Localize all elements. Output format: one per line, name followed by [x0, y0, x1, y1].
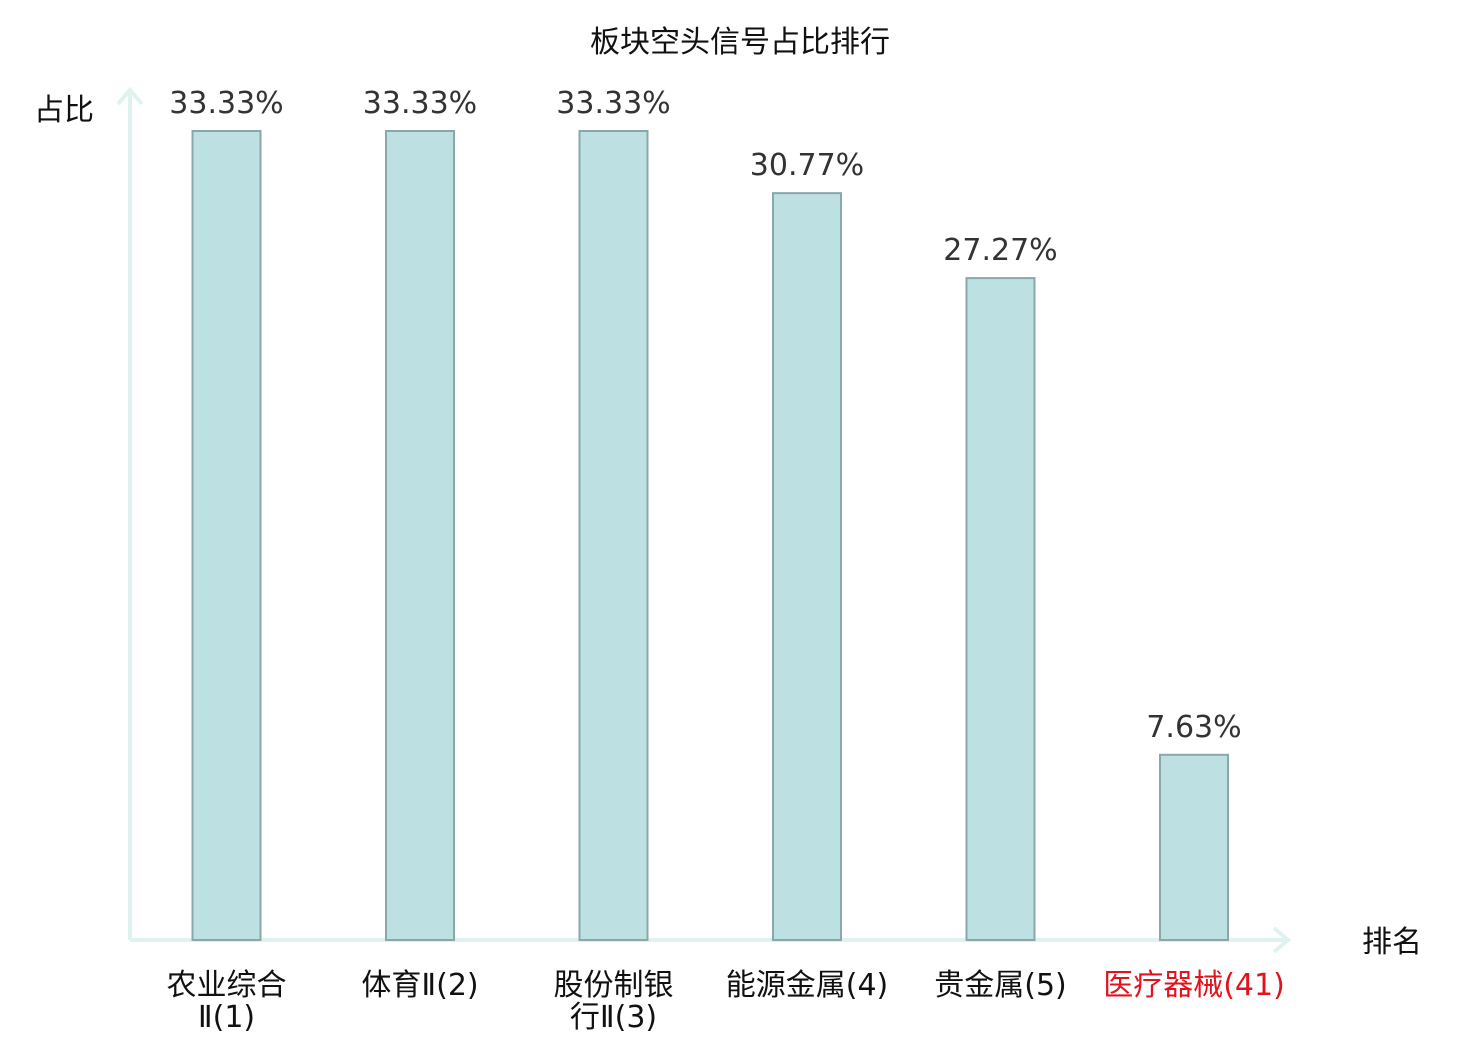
chart-title: 板块空头信号占比排行 [590, 25, 890, 60]
x-axis-arrow [1272, 926, 1292, 954]
bar [578, 130, 649, 941]
bar-value-label: 27.27% [943, 233, 1057, 268]
x-tick-label: 贵金属(5) [934, 968, 1067, 1003]
x-tick-label: 体育Ⅱ(2) [361, 968, 478, 1003]
bar-value-label: 33.33% [169, 86, 283, 121]
bar [1159, 753, 1229, 942]
x-tick-label: 农业综合 [167, 968, 287, 1003]
bar [965, 277, 1036, 942]
x-tick-label: Ⅱ(1) [198, 1000, 255, 1035]
bar [385, 130, 455, 941]
x-tick-label: 行Ⅱ(3) [570, 1000, 657, 1035]
bar-value-label: 7.63% [1146, 710, 1241, 745]
x-axis-label: 排名 [1362, 925, 1422, 960]
value-labels-group: 33.33% 33.33% 33.33% 30.77% 27.27% 7.63% [169, 86, 1241, 745]
bar [772, 192, 842, 942]
bars-group [191, 130, 1229, 942]
bar [191, 130, 262, 941]
x-tick-label: 股份制银 [554, 968, 674, 1003]
bar-value-label: 33.33% [556, 86, 670, 121]
axes [116, 86, 1292, 954]
y-axis-arrow [116, 86, 144, 106]
x-tick-label: 医疗器械(41) [1103, 968, 1285, 1003]
x-tick-label: 能源金属(4) [726, 968, 889, 1003]
y-axis-label: 占比 [34, 93, 94, 128]
bar-value-label: 33.33% [363, 86, 477, 121]
bar-value-label: 30.77% [750, 148, 864, 183]
